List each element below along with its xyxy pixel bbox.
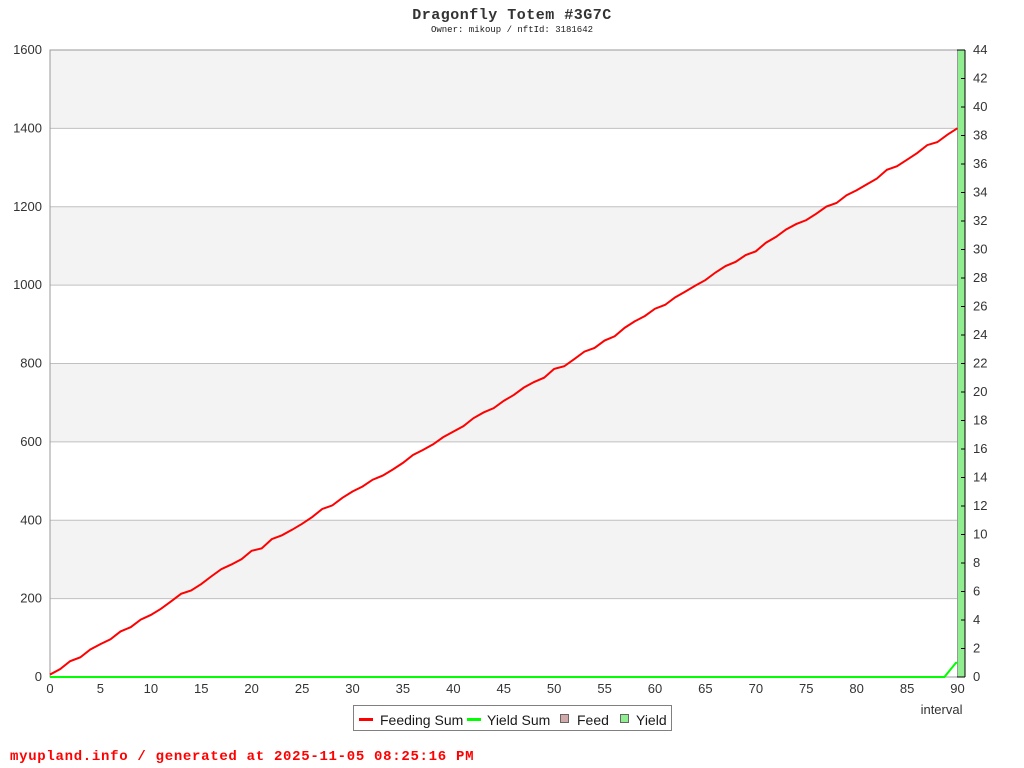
svg-text:1200: 1200: [13, 199, 42, 214]
svg-text:25: 25: [295, 681, 309, 696]
svg-text:6: 6: [973, 584, 980, 599]
svg-text:34: 34: [973, 185, 987, 200]
svg-text:200: 200: [20, 591, 42, 606]
svg-text:10: 10: [144, 681, 158, 696]
svg-text:32: 32: [973, 213, 987, 228]
svg-text:85: 85: [900, 681, 914, 696]
svg-text:26: 26: [973, 299, 987, 314]
svg-text:18: 18: [973, 413, 987, 428]
svg-text:55: 55: [597, 681, 611, 696]
svg-text:40: 40: [446, 681, 460, 696]
svg-text:22: 22: [973, 356, 987, 371]
svg-text:12: 12: [973, 498, 987, 513]
svg-text:24: 24: [973, 327, 987, 342]
svg-text:1000: 1000: [13, 277, 42, 292]
svg-text:42: 42: [973, 71, 987, 86]
svg-text:90: 90: [950, 681, 964, 696]
svg-text:75: 75: [799, 681, 813, 696]
svg-text:4: 4: [973, 612, 980, 627]
svg-text:0: 0: [973, 669, 980, 684]
svg-text:10: 10: [973, 527, 987, 542]
svg-text:60: 60: [648, 681, 662, 696]
svg-text:0: 0: [35, 669, 42, 684]
svg-text:36: 36: [973, 156, 987, 171]
svg-text:interval: interval: [921, 702, 963, 717]
svg-text:38: 38: [973, 128, 987, 143]
svg-text:28: 28: [973, 270, 987, 285]
svg-text:0: 0: [46, 681, 53, 696]
svg-text:5: 5: [97, 681, 104, 696]
svg-text:65: 65: [698, 681, 712, 696]
svg-text:8: 8: [973, 555, 980, 570]
svg-text:14: 14: [973, 470, 987, 485]
svg-text:400: 400: [20, 512, 42, 527]
svg-text:16: 16: [973, 441, 987, 456]
svg-text:44: 44: [973, 42, 987, 57]
svg-text:600: 600: [20, 434, 42, 449]
svg-text:1600: 1600: [13, 42, 42, 57]
svg-text:30: 30: [345, 681, 359, 696]
svg-text:50: 50: [547, 681, 561, 696]
svg-text:1400: 1400: [13, 120, 42, 135]
svg-text:30: 30: [973, 242, 987, 257]
svg-text:70: 70: [749, 681, 763, 696]
svg-text:40: 40: [973, 99, 987, 114]
svg-text:15: 15: [194, 681, 208, 696]
svg-text:20: 20: [244, 681, 258, 696]
svg-text:80: 80: [849, 681, 863, 696]
svg-text:45: 45: [497, 681, 511, 696]
svg-text:2: 2: [973, 641, 980, 656]
svg-text:35: 35: [396, 681, 410, 696]
svg-text:800: 800: [20, 356, 42, 371]
svg-text:20: 20: [973, 384, 987, 399]
